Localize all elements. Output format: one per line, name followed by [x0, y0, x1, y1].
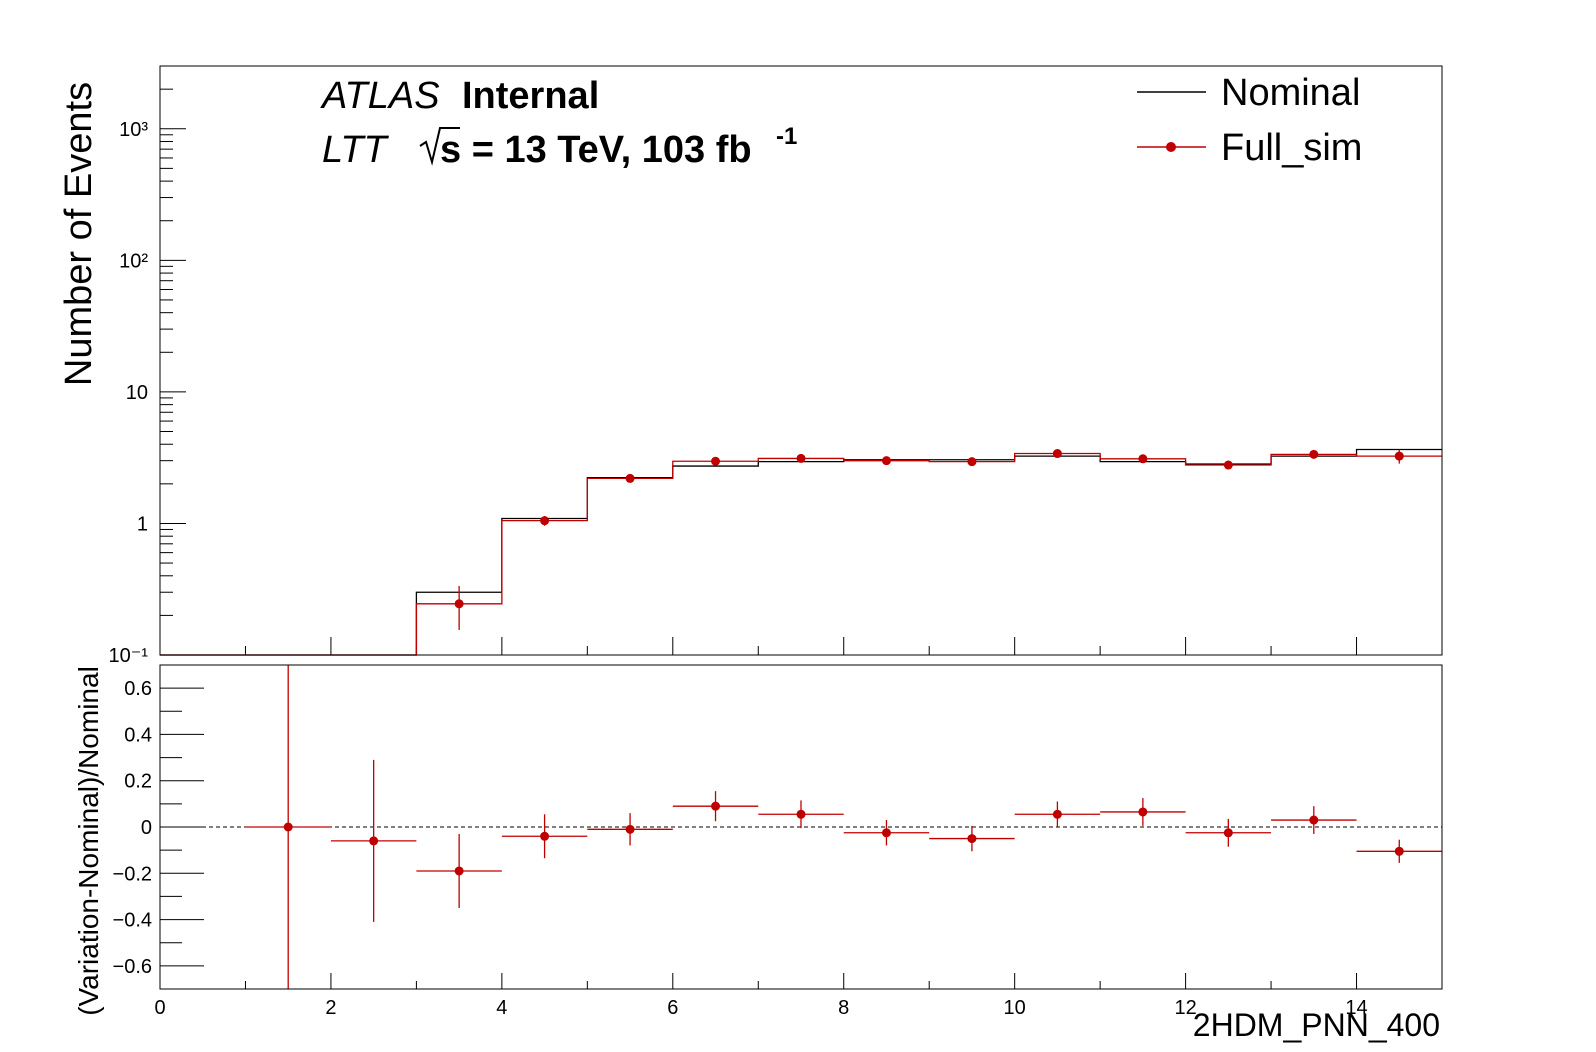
bottom-x-tick-label: 8	[838, 997, 849, 1019]
fullsim-point	[796, 453, 806, 463]
fullsim-point	[1394, 451, 1404, 461]
fullsim-histogram-line	[160, 452, 1442, 656]
bottom-x-tick-label: 4	[496, 997, 507, 1019]
bottom-y-tick-label: −0.2	[113, 863, 152, 885]
bottom-x-tick-label: 10	[1004, 997, 1026, 1019]
legend: Nominal Full_sim	[1137, 72, 1362, 169]
bottom-y-tick-label: 0.4	[124, 724, 152, 746]
ratio-point	[1394, 846, 1404, 856]
bottom-x-tick-label: 2	[325, 997, 336, 1019]
fullsim-point	[625, 473, 635, 483]
ratio-point	[369, 836, 379, 846]
legend-fullsim-marker	[1166, 142, 1176, 152]
top-histograms	[160, 448, 1442, 656]
top-plot-frame	[159, 65, 1443, 656]
bottom-x-tick-label: 0	[154, 997, 165, 1019]
top-y-axis-title: Number of Events	[58, 82, 100, 386]
fullsim-point	[881, 456, 891, 466]
fullsim-point	[1052, 449, 1062, 459]
fullsim-point	[711, 456, 721, 466]
ratio-point	[1223, 828, 1233, 838]
atlas-label: ATLAS	[320, 75, 440, 117]
fullsim-point	[1309, 449, 1319, 459]
ratio-point	[796, 809, 806, 819]
bottom-y-tick-label: 0	[141, 817, 152, 839]
lumi-exponent: -1	[776, 123, 797, 150]
bottom-y-tick-label: 0.6	[124, 678, 152, 700]
fullsim-point	[967, 457, 977, 467]
ratio-point	[1138, 807, 1148, 817]
bottom-y-tick-label: −0.6	[113, 956, 152, 978]
bottom-x-tick-labels: 0 2 4 6 8 10 12 14	[154, 997, 1367, 1019]
top-y-tick-labels: 10⁻¹ 1 10 10² 10³	[109, 119, 149, 667]
ratio-point	[454, 866, 464, 876]
nominal-histogram-line	[160, 448, 1442, 656]
fullsim-point	[1138, 454, 1148, 464]
bottom-y-tick-labels: −0.6 −0.4 −0.2 0 0.2 0.4 0.6	[113, 678, 152, 978]
fullsim-point	[454, 599, 464, 609]
fullsim-point	[1223, 460, 1233, 470]
top-y-tick-label: 1	[137, 513, 148, 535]
top-panel: 10⁻¹ 1 10 10² 10³	[109, 65, 1443, 667]
bottom-x-tick-label: 14	[1345, 997, 1367, 1019]
bottom-panel: −0.6 −0.4 −0.2 0 0.2 0.4 0.6 0 2 4 6 8 10 12 14	[113, 664, 1443, 1019]
bottom-x-tick-label: 6	[667, 997, 678, 1019]
ratio-point	[711, 801, 721, 811]
bottom-y-tick-label: −0.4	[113, 910, 152, 932]
ratio-point	[625, 824, 635, 834]
bottom-y-tick-label: 0.2	[124, 771, 152, 793]
bottom-plot-frame	[159, 664, 1443, 990]
internal-label: Internal	[462, 75, 599, 117]
ratio-point	[540, 831, 550, 841]
legend-fullsim-label: Full_sim	[1221, 127, 1362, 169]
ratio-point	[1309, 815, 1319, 825]
ratio-point	[967, 834, 977, 844]
bottom-y-axis-title: (Variation-Nominal)/Nominal	[73, 666, 104, 1016]
top-y-tick-label: 10⁻¹	[109, 645, 149, 667]
top-y-tick-label: 10	[126, 382, 148, 404]
fullsim-point	[540, 516, 550, 526]
ratio-points	[245, 665, 1442, 989]
sqrt-symbol	[419, 127, 460, 166]
bottom-x-tick-label: 12	[1174, 997, 1196, 1019]
x-axis-title: 2HDM_PNN_400	[1193, 1007, 1440, 1043]
ratio-point	[881, 828, 891, 838]
energy-lumi-label: s = 13 TeV, 103 fb	[440, 129, 752, 171]
top-y-tick-label: 10³	[119, 119, 148, 141]
channel-label: LTT	[322, 129, 390, 171]
ratio-point	[283, 822, 293, 832]
ratio-point	[1052, 809, 1062, 819]
top-y-tick-label: 10²	[119, 250, 148, 272]
legend-nominal-label: Nominal	[1221, 72, 1360, 114]
